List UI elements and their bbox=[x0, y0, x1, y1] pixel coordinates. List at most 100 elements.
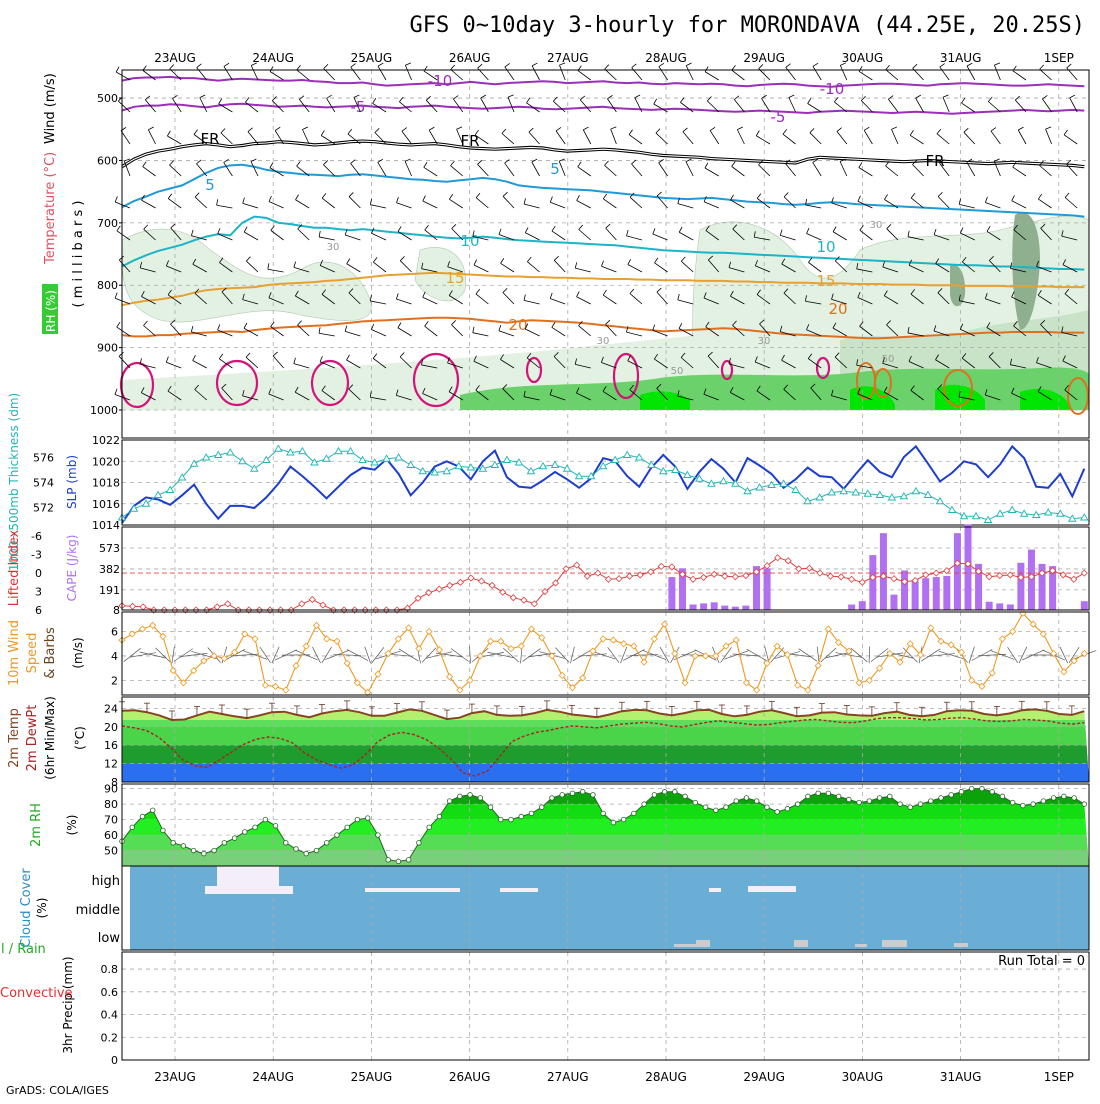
wind-barb-flag bbox=[964, 128, 968, 132]
wind-barb bbox=[323, 165, 334, 176]
pressure-tick-label: 700 bbox=[97, 217, 118, 230]
date-label-top: 28AUG bbox=[645, 51, 687, 65]
wind-barb bbox=[373, 262, 386, 272]
cape-bar bbox=[943, 576, 950, 610]
ylabel-temp2m-line3: (6hr Min/Max) bbox=[43, 696, 57, 780]
rh-marker bbox=[621, 817, 626, 822]
wind-barb-flag bbox=[891, 127, 896, 129]
wind-barb bbox=[532, 162, 540, 176]
date-label-bottom: 30AUG bbox=[842, 1070, 884, 1084]
wind-barb bbox=[1040, 69, 1052, 80]
wind-barb bbox=[221, 133, 233, 144]
wind-barb bbox=[988, 102, 1000, 112]
wind-barb bbox=[660, 647, 669, 663]
wind-marker bbox=[692, 653, 698, 659]
rh-marker bbox=[611, 820, 616, 825]
pressure-tick-label: 600 bbox=[97, 154, 118, 167]
rh-marker bbox=[939, 796, 944, 801]
contour-label: 5 bbox=[205, 176, 215, 194]
wind-barb-flag bbox=[117, 322, 120, 327]
thickness-marker bbox=[299, 448, 306, 454]
thickness-marker bbox=[251, 465, 258, 471]
rh-marker bbox=[1000, 794, 1005, 799]
wind-barb-flag bbox=[789, 95, 794, 98]
contour-label: -5 bbox=[771, 108, 786, 126]
thickness-marker bbox=[239, 458, 246, 464]
ylabel-wind10m-line1: 10m Wind bbox=[7, 620, 22, 686]
wind-barb bbox=[1019, 647, 1027, 663]
wind-barb-flag bbox=[246, 353, 250, 357]
wind-barb bbox=[302, 129, 309, 144]
wind-barb-flag bbox=[962, 98, 965, 103]
wind-barb bbox=[683, 132, 693, 144]
li-marker bbox=[214, 604, 220, 610]
wind-barb bbox=[148, 130, 155, 144]
wind-barb-flag bbox=[399, 97, 403, 102]
wind-barb bbox=[524, 300, 540, 304]
wind-barb bbox=[808, 104, 822, 112]
wind-barb bbox=[529, 132, 540, 144]
li-marker bbox=[225, 601, 231, 607]
wind-barb-flag bbox=[784, 193, 788, 197]
wind-barb-flag bbox=[503, 192, 507, 196]
wind-barb-flag bbox=[529, 128, 533, 132]
wind-marker bbox=[733, 637, 739, 643]
wind-barb bbox=[453, 99, 462, 112]
rh-marker bbox=[785, 806, 790, 811]
wind-barb-flag bbox=[810, 128, 814, 132]
wind-barb bbox=[166, 362, 181, 368]
li-marker bbox=[658, 563, 664, 569]
wind-barb bbox=[193, 360, 207, 368]
slp-tick-label: 1022 bbox=[92, 434, 120, 447]
wind-barb-flag bbox=[705, 67, 708, 72]
wind-barb-flag bbox=[627, 230, 629, 236]
wind-barb-flag bbox=[611, 127, 617, 129]
wind-barb-flag bbox=[271, 322, 275, 327]
li-marker bbox=[457, 579, 463, 585]
wind-barb-flag bbox=[294, 358, 296, 364]
wind-barb bbox=[916, 98, 924, 112]
wind-barb-flag bbox=[269, 196, 271, 201]
wind-barb bbox=[527, 262, 539, 272]
rh-marker bbox=[857, 800, 862, 805]
wind-marker bbox=[610, 637, 616, 643]
wind-barb-flag bbox=[681, 257, 685, 261]
wind-barb-flag bbox=[347, 259, 350, 264]
wind-barb-flag bbox=[425, 321, 429, 326]
thickness-tick-label: 572 bbox=[33, 502, 54, 515]
wind-barb-flag bbox=[987, 226, 990, 231]
wind-barb bbox=[789, 97, 796, 112]
wind-barb-flag bbox=[833, 227, 836, 232]
wind-barb bbox=[273, 356, 283, 368]
date-label-top: 23AUG bbox=[154, 51, 196, 65]
wind-barb bbox=[476, 294, 488, 304]
wind-barb-flag bbox=[148, 127, 153, 130]
wind-barb-flag bbox=[525, 227, 528, 232]
wind-barb-flag bbox=[916, 95, 921, 98]
wind-barb bbox=[327, 98, 335, 112]
wind-barb-flag bbox=[143, 162, 147, 167]
wind-barb-flag bbox=[396, 293, 398, 299]
ylabel-precip-unit-text: 3hr Precip (mm) bbox=[61, 956, 75, 1053]
wind-barb-flag bbox=[813, 63, 818, 66]
date-label-bottom: 28AUG bbox=[645, 1070, 687, 1084]
wind-barb-flag bbox=[473, 327, 474, 333]
wind-barb-flag bbox=[1038, 194, 1041, 199]
wind-barb bbox=[734, 100, 744, 112]
thickness-marker bbox=[419, 468, 426, 474]
wind-barb-flag bbox=[320, 356, 322, 362]
wind-barb-flag bbox=[501, 258, 504, 263]
ylabel-cloud-text: Cloud Cover bbox=[19, 868, 34, 948]
wind-marker bbox=[211, 653, 217, 659]
wind-barb bbox=[552, 231, 565, 240]
contour-label: FR bbox=[925, 152, 944, 170]
ylabel-rh2m-unit-text: (%) bbox=[65, 815, 79, 836]
ylabel-millibars: ( m i l l i b a r s ) bbox=[71, 201, 86, 308]
cape-bar bbox=[700, 603, 707, 610]
li-marker bbox=[722, 573, 728, 579]
rh-marker bbox=[949, 793, 954, 798]
wind-barb-flag bbox=[808, 98, 811, 103]
ylabel-wind10m-line3: & Barbs bbox=[43, 627, 58, 679]
wind-barb-flag bbox=[603, 290, 606, 295]
